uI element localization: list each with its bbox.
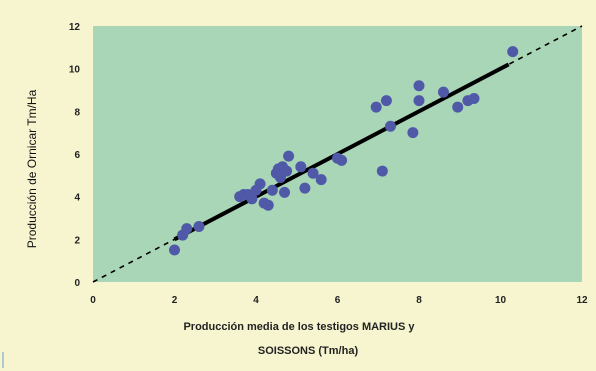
x-tick-label: 2	[172, 295, 178, 306]
data-point	[384, 120, 396, 132]
x-tick-label: 4	[253, 295, 259, 306]
data-point	[181, 223, 193, 235]
data-point	[376, 165, 388, 177]
data-point	[437, 86, 449, 98]
data-points	[169, 46, 519, 256]
data-point	[283, 150, 295, 162]
data-point	[254, 178, 266, 190]
data-point	[169, 244, 180, 256]
x-tick-label: 0	[90, 295, 96, 306]
y-axis-label: Producción de Ornicar Tm/Ha	[25, 89, 39, 248]
data-point	[380, 95, 392, 107]
data-point	[315, 174, 327, 186]
x-tick-label: 12	[576, 295, 588, 306]
data-point	[468, 93, 480, 105]
data-point	[336, 154, 348, 166]
x-tick-label: 10	[495, 295, 507, 306]
axis-tick-labels: 0 2 4 6 8 10 12 0 2 4 6 8 10 12	[69, 22, 588, 306]
data-point	[507, 46, 519, 58]
data-point	[246, 193, 258, 205]
y-tick-label: 6	[74, 150, 80, 161]
data-point	[413, 95, 425, 107]
data-point	[413, 80, 425, 92]
x-tick-label: 6	[335, 295, 341, 306]
x-tick-label: 8	[416, 295, 422, 306]
data-point	[307, 167, 319, 179]
data-point	[299, 182, 311, 194]
y-tick-label: 10	[69, 65, 81, 76]
data-point	[193, 221, 205, 233]
y-tick-label: 4	[74, 193, 80, 204]
x-axis-label-line-2: SOISSONS (Tm/ha)	[258, 345, 359, 357]
data-point	[281, 165, 293, 177]
data-point	[370, 101, 382, 113]
x-axis-label-line-1: Producción media de los testigos MARIUS …	[183, 321, 415, 333]
data-point	[262, 199, 274, 211]
data-point	[407, 127, 419, 139]
data-point	[279, 186, 291, 198]
data-point	[266, 184, 278, 196]
y-tick-label: 12	[69, 22, 81, 33]
y-tick-label: 2	[74, 235, 80, 246]
trend-line	[173, 62, 510, 242]
data-point	[295, 161, 307, 173]
y-tick-label: 0	[74, 278, 80, 289]
y-tick-label: 8	[74, 107, 80, 118]
data-point	[452, 101, 464, 113]
